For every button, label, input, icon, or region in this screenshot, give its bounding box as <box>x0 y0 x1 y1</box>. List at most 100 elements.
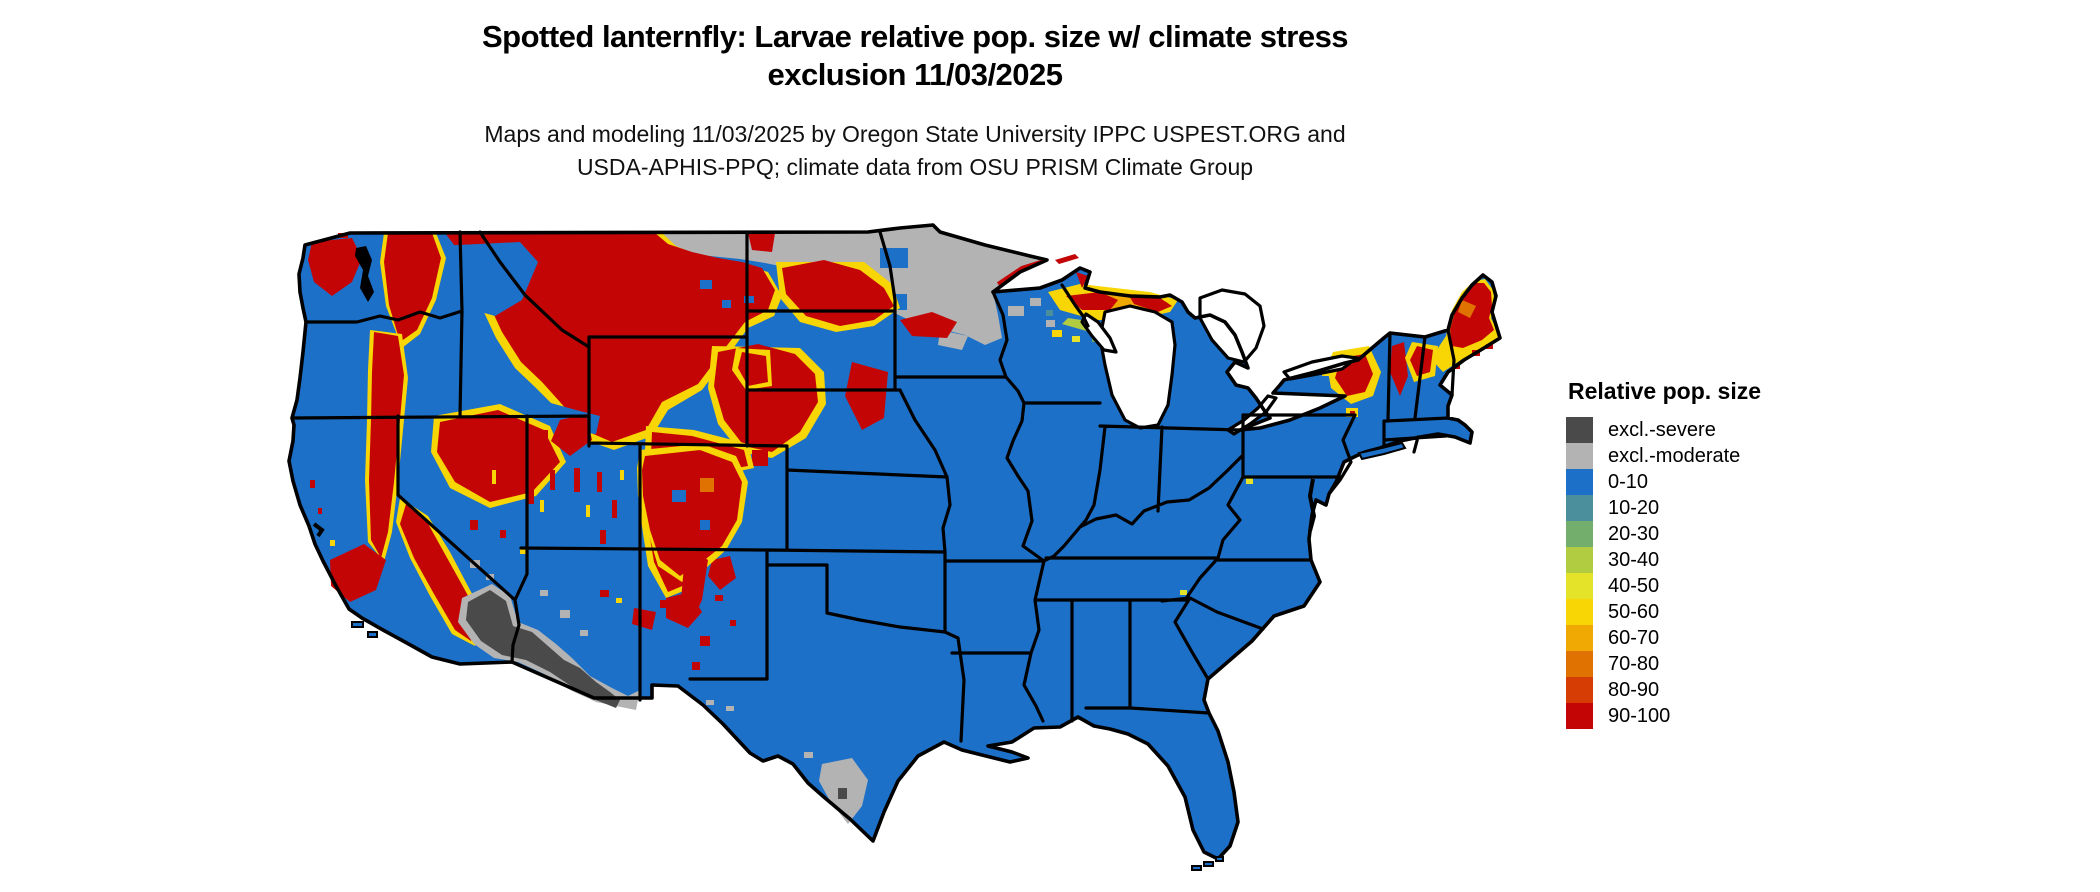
channel-island <box>351 621 364 628</box>
florida-key <box>1203 861 1214 867</box>
legend-item: 40-50 <box>1566 573 1761 599</box>
legend-rows: excl.-severe excl.-moderate 0-10 10-20 20-30… <box>1566 417 1761 729</box>
legend-item: 70-80 <box>1566 651 1761 677</box>
legend-label: 40-50 <box>1608 574 1660 597</box>
legend-label: 60-70 <box>1608 626 1660 649</box>
red-speck <box>310 480 315 488</box>
excluded-severe-desert <box>466 590 620 708</box>
blue-valley-speck <box>700 280 712 289</box>
high-pop-or-cascades <box>369 332 404 558</box>
great-lakes <box>1080 288 1359 436</box>
legend-item: excl.-moderate <box>1566 443 1761 469</box>
nevada-range-specks <box>488 426 617 544</box>
high-pop-maine <box>1450 283 1494 348</box>
florida-key <box>1191 865 1202 871</box>
nevada-yellow-specks <box>492 470 624 517</box>
red-speck <box>318 508 322 514</box>
blue-valley-speck <box>744 296 754 303</box>
legend: Relative pop. size excl.-severe excl.-mod… <box>1566 378 1761 729</box>
isle-royale-red <box>1055 254 1079 264</box>
legend-label: 80-90 <box>1608 678 1660 701</box>
legend-item: 20-30 <box>1566 521 1761 547</box>
legend-label: 0-10 <box>1608 470 1649 493</box>
yellow-speck-az <box>616 598 622 603</box>
islands <box>351 441 1407 871</box>
legend-item: 60-70 <box>1566 625 1761 651</box>
title-line-2: exclusion 11/03/2025 <box>767 57 1063 92</box>
legend-swatch <box>1566 521 1593 547</box>
high-pop-klamath <box>330 544 386 602</box>
legend-swatch <box>1566 417 1593 443</box>
title-line-1: Spotted lanternfly: Larvae relative pop.… <box>481 19 1349 54</box>
red-speck-se-wyoming <box>752 450 768 466</box>
legend-item: 50-60 <box>1566 599 1761 625</box>
nc-yellow-speck <box>1180 590 1187 595</box>
subtitle-line-1: Maps and modeling 11/03/2025 by Oregon S… <box>484 121 1346 147</box>
legend-swatch <box>1566 651 1593 677</box>
gray-speck <box>1030 298 1041 306</box>
legend-label: 20-30 <box>1608 522 1660 545</box>
high-pop-green-mtns <box>1390 342 1408 396</box>
green-bay <box>1080 312 1118 354</box>
high-pop-bighorn <box>845 362 888 430</box>
florida-key <box>1215 856 1224 862</box>
new-mexico-red-specks <box>660 595 736 670</box>
channel-island <box>367 631 378 638</box>
legend-swatch <box>1566 495 1593 521</box>
subtitle-line-2: USDA-APHIS-PPQ; climate data from OSU PR… <box>576 154 1254 180</box>
legend-swatch <box>1566 547 1593 573</box>
keweenaw-red <box>1076 272 1088 288</box>
legend-item: 10-20 <box>1566 495 1761 521</box>
high-pop-wa-cascades <box>384 233 441 342</box>
catskills-red-dot <box>1350 411 1355 415</box>
sf-bay <box>312 522 325 538</box>
legend-item: 80-90 <box>1566 677 1761 703</box>
maine-orange-patch <box>1458 300 1476 318</box>
upper-michigan-red-w <box>1066 292 1118 310</box>
legend-label: 70-80 <box>1608 652 1660 675</box>
high-pop-sierra <box>400 504 479 641</box>
red-speck-az <box>600 590 609 597</box>
blue-hole-colorado <box>700 520 710 530</box>
high-pop-colorado <box>642 450 742 576</box>
red-speck <box>470 520 478 530</box>
gray-speck-texas <box>804 752 813 758</box>
orange-patch-colorado <box>700 478 714 492</box>
legend-swatch <box>1566 573 1593 599</box>
long-island <box>1357 441 1407 461</box>
legend-label: 10-20 <box>1608 496 1660 519</box>
legend-item: 0-10 <box>1566 469 1761 495</box>
map-title: Spotted lanternfly: Larvae relative pop.… <box>0 18 1830 94</box>
us-outline-stroke <box>287 223 1502 861</box>
high-pop-olympics <box>308 238 362 296</box>
red-poke-montana-top <box>748 233 775 252</box>
high-pop-white-mtns-az <box>632 608 656 630</box>
high-pop-sangre-de-cristo <box>681 548 708 622</box>
lake-huron <box>1198 288 1266 364</box>
high-pop-se-montana <box>900 312 957 338</box>
puget-sound <box>355 246 374 302</box>
blue-valley-speck <box>722 300 731 308</box>
legend-swatch <box>1566 443 1593 469</box>
legend-swatch <box>1566 599 1593 625</box>
red-speck <box>500 530 506 538</box>
blue-hole-colorado <box>672 490 686 502</box>
legend-swatch <box>1566 703 1593 729</box>
legend-label: 30-40 <box>1608 548 1660 571</box>
legend-label: 90-100 <box>1608 704 1671 727</box>
legend-item: 30-40 <box>1566 547 1761 573</box>
map-subtitle: Maps and modeling 11/03/2025 by Oregon S… <box>0 118 1830 184</box>
gray-speck <box>1046 320 1055 327</box>
legend-label: excl.-severe <box>1608 418 1716 441</box>
yellow-speck <box>330 540 335 546</box>
legend-item: excl.-severe <box>1566 417 1761 443</box>
upper-michigan-red-e <box>1128 294 1172 312</box>
wv-yellow-speck <box>1246 478 1253 484</box>
excluded-severe-speck-texas <box>838 788 847 799</box>
legend-label: 50-60 <box>1608 600 1660 623</box>
legend-item: 90-100 <box>1566 703 1761 729</box>
legend-title: Relative pop. size <box>1568 378 1762 404</box>
legend-swatch <box>1566 469 1593 495</box>
